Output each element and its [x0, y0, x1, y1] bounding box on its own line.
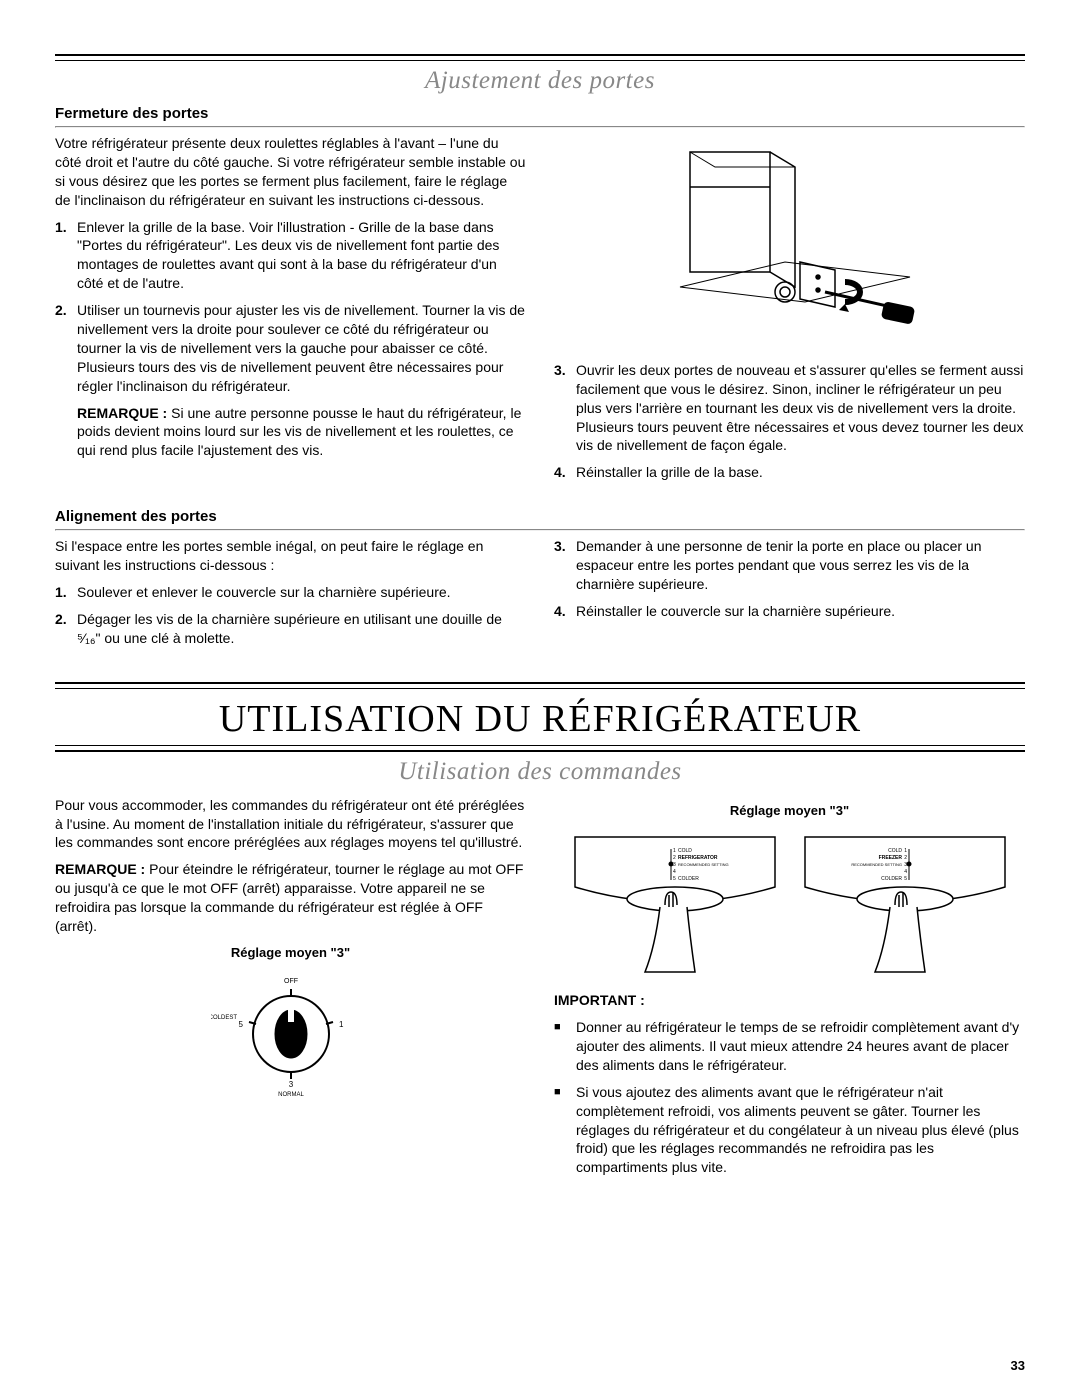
- svg-text:1: 1: [673, 848, 676, 854]
- header-rule: [55, 54, 1025, 61]
- step-item: 2.Utiliser un tournevis pour ajuster les…: [55, 301, 526, 395]
- svg-text:5: 5: [238, 1020, 243, 1029]
- svg-text:4: 4: [673, 869, 676, 875]
- main-title: UTILISATION DU RÉFRIGÉRATEUR: [55, 697, 1025, 741]
- figure-fridge-leveling: [554, 142, 1025, 347]
- svg-text:OFF: OFF: [284, 978, 298, 985]
- dial-label-left: Réglage moyen "3": [55, 944, 526, 962]
- svg-text:COLD: COLD: [678, 848, 692, 854]
- svg-text:5: 5: [673, 876, 676, 882]
- important-label: IMPORTANT :: [554, 991, 1025, 1010]
- svg-text:2: 2: [673, 855, 676, 861]
- main-rule-bottom: [55, 745, 1025, 752]
- important-list: Donner au réfrigérateur le temps de se r…: [554, 1018, 1025, 1177]
- step-item: 2.Dégager les vis de la charnière supéri…: [55, 610, 526, 648]
- main-rule-top: [55, 682, 1025, 689]
- svg-text:RECOMMENDED SETTING: RECOMMENDED SETTING: [678, 862, 729, 867]
- page-number: 33: [1011, 1358, 1025, 1373]
- alignement-columns: Si l'espace entre les portes semble inég…: [55, 537, 1025, 655]
- svg-text:REFRIGERATOR: REFRIGERATOR: [678, 855, 718, 861]
- alignement-col-left: Si l'espace entre les portes semble inég…: [55, 537, 526, 655]
- svg-text:COLDER: COLDER: [678, 876, 699, 882]
- figure-control-panels: 1 COLD 2 REFRIGERATOR 3 RECOMMENDED SETT…: [554, 827, 1025, 977]
- subhead-fermeture: Fermeture des portes: [55, 105, 1025, 122]
- step-item: 1.Enlever la grille de la base. Voir l'i…: [55, 218, 526, 294]
- alignement-col-right: 3.Demander à une personne de tenir la po…: [554, 537, 1025, 655]
- commandes-col-right: Réglage moyen "3" 1 COLD 2 REFRIGERAT: [554, 796, 1025, 1186]
- fermeture-columns: Votre réfrigérateur présente deux roulet…: [55, 134, 1025, 490]
- step-item: 4.Réinstaller la grille de la base.: [554, 463, 1025, 482]
- svg-text:3: 3: [673, 862, 676, 868]
- step-item: 3.Ouvrir les deux portes de nouveau et s…: [554, 361, 1025, 455]
- dial-label-right: Réglage moyen "3": [554, 802, 1025, 820]
- svg-text:COLDEST: COLDEST: [211, 1015, 237, 1021]
- bullet-item: Si vous ajoutez des aliments avant que l…: [554, 1083, 1025, 1177]
- section-title-commandes: Utilisation des commandes: [55, 758, 1025, 786]
- alignement-intro: Si l'espace entre les portes semble inég…: [55, 537, 526, 575]
- section-title-ajustement: Ajustement des portes: [55, 67, 1025, 95]
- step-item: 3.Demander à une personne de tenir la po…: [554, 537, 1025, 594]
- fermeture-col-right: 3.Ouvrir les deux portes de nouveau et s…: [554, 134, 1025, 490]
- commandes-remarque: REMARQUE : Pour éteindre le réfrigérateu…: [55, 860, 526, 936]
- svg-text:2: 2: [904, 855, 907, 861]
- step-item: 1.Soulever et enlever le couvercle sur l…: [55, 583, 526, 602]
- svg-text:1: 1: [339, 1020, 344, 1029]
- svg-text:4: 4: [904, 869, 907, 875]
- step-item: 4.Réinstaller le couvercle sur la charni…: [554, 602, 1025, 621]
- commandes-intro: Pour vous accommoder, les commandes du r…: [55, 796, 526, 853]
- svg-text:1: 1: [904, 848, 907, 854]
- rule: [55, 529, 1025, 531]
- remarque-note: REMARQUE : Si une autre personne pousse …: [77, 404, 526, 461]
- rule: [55, 126, 1025, 128]
- svg-text:3: 3: [288, 1080, 293, 1089]
- subhead-alignement: Alignement des portes: [55, 508, 1025, 525]
- svg-text:RECOMMENDED SETTING: RECOMMENDED SETTING: [851, 862, 902, 867]
- fermeture-col-left: Votre réfrigérateur présente deux roulet…: [55, 134, 526, 490]
- svg-text:5: 5: [904, 876, 907, 882]
- svg-text:COLD: COLD: [888, 848, 902, 854]
- commandes-columns: Pour vous accommoder, les commandes du r…: [55, 796, 1025, 1186]
- svg-text:NORMAL: NORMAL: [278, 1092, 304, 1098]
- fermeture-intro: Votre réfrigérateur présente deux roulet…: [55, 134, 526, 210]
- figure-dial: OFF 1 3 NORMAL 5 COLDEST: [55, 969, 526, 1104]
- svg-text:FREEZER: FREEZER: [878, 855, 902, 861]
- bullet-item: Donner au réfrigérateur le temps de se r…: [554, 1018, 1025, 1075]
- commandes-col-left: Pour vous accommoder, les commandes du r…: [55, 796, 526, 1186]
- svg-text:COLDER: COLDER: [881, 876, 902, 882]
